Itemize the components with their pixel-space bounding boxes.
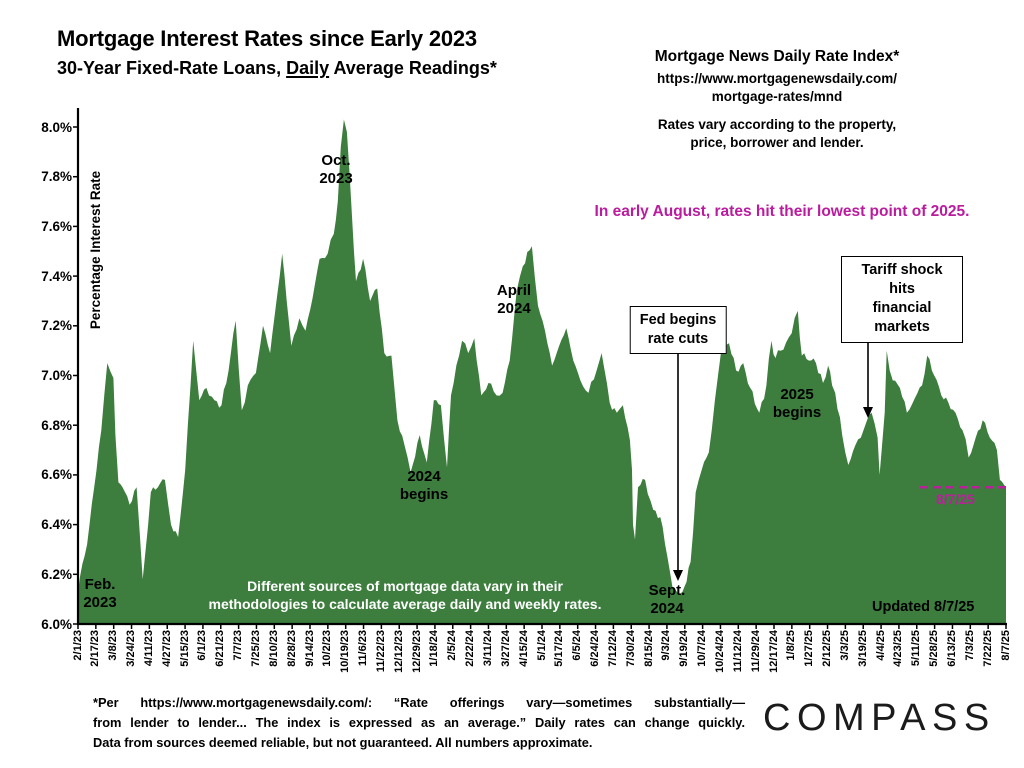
- x-tick-label: 4/11/23: [142, 630, 155, 667]
- x-tick-label: 5/15/23: [178, 630, 191, 667]
- callout-tariff-shock: Tariff shock hits financial markets: [841, 256, 963, 343]
- y-tick-label: 7.6%: [41, 218, 72, 234]
- x-tick-label: 5/28/25: [928, 630, 941, 667]
- x-tick-label: 1/18/24: [428, 630, 441, 667]
- x-tick-label: 9/3/24: [660, 630, 673, 661]
- x-tick-label: 2/5/24: [446, 630, 459, 661]
- x-tick-label: 1/8/25: [785, 630, 798, 661]
- x-tick-label: 7/30/24: [624, 630, 637, 667]
- x-tick-label: 4/23/25: [892, 630, 905, 667]
- x-tick-label: 3/11/24: [481, 630, 494, 667]
- x-tick-label: 2/12/25: [821, 630, 834, 667]
- x-tick-label: 7/3/25: [963, 630, 976, 661]
- source-url-line1: https://www.mortgagenewsdaily.com/: [656, 71, 898, 86]
- y-tick-label: 7.8%: [41, 169, 72, 185]
- footnote: *Per https://www.mortgagenewsdaily.com/:…: [93, 693, 745, 752]
- x-tick-label: 11/29/24: [749, 630, 762, 673]
- y-tick-label: 6.8%: [41, 417, 72, 433]
- footnote-line2: from lender to lender... The index is ex…: [93, 714, 745, 730]
- x-tick-label: 6/24/24: [589, 630, 602, 667]
- x-tick-label: 7/12/24: [606, 630, 619, 667]
- annotation-oct-2023: Oct. 2023: [319, 152, 353, 187]
- updated-date: Updated 8/7/25: [872, 599, 975, 615]
- x-tick-label: 3/3/25: [838, 630, 851, 661]
- subtitle-underlined-word: Daily: [286, 58, 330, 78]
- x-tick-label: 8/28/23: [285, 630, 298, 667]
- x-tick-label: 10/7/24: [696, 630, 709, 667]
- x-tick-label: 11/22/23: [374, 630, 387, 673]
- x-tick-label: 10/19/23: [339, 630, 352, 673]
- compass-logo: COMPASS: [763, 697, 996, 739]
- x-tick-label: 6/13/25: [945, 630, 958, 667]
- x-tick-label: 2/22/24: [464, 630, 477, 667]
- y-tick-label: 8.0%: [41, 119, 72, 135]
- highlight-note: In early August, rates hit their lowest …: [594, 203, 970, 220]
- x-tick-label: 6/21/23: [214, 630, 227, 667]
- x-tick-label: 7/22/25: [981, 630, 994, 667]
- x-tick-label: 4/27/23: [160, 630, 173, 667]
- x-tick-label: 2/17/23: [89, 630, 102, 667]
- x-tick-label: 3/24/23: [125, 630, 138, 667]
- source-title: Mortgage News Daily Rate Index*: [654, 48, 900, 65]
- x-tick-label: 11/6/23: [357, 630, 370, 667]
- x-tick-label: 3/27/24: [499, 630, 512, 667]
- x-tick-label: 5/17/24: [553, 630, 566, 667]
- subtitle-suffix: Average Readings*: [329, 58, 497, 78]
- x-tick-label: 6/1/23: [196, 630, 209, 661]
- y-axis-title: Percentage Interest Rate: [88, 170, 103, 330]
- x-tick-label: 1/27/25: [803, 630, 816, 667]
- annotation-2025-begins: 2025 begins: [772, 386, 822, 421]
- x-tick-label: 2/1/23: [71, 630, 84, 661]
- y-tick-label: 6.4%: [41, 517, 72, 533]
- source-note: Rates vary according to the property, pr…: [616, 116, 938, 152]
- subtitle-prefix: 30-Year Fixed-Rate Loans,: [57, 58, 287, 78]
- x-tick-label: 4/4/25: [874, 630, 887, 661]
- x-tick-label: 12/12/23: [392, 630, 405, 673]
- x-tick-label: 5/1/24: [535, 630, 548, 661]
- source-note-line2: price, borrower and lender.: [690, 135, 864, 151]
- chart-subtitle: 30-Year Fixed-Rate Loans, Daily Average …: [57, 58, 497, 79]
- x-tick-label: 9/19/24: [678, 630, 691, 667]
- latest-date-label: 8/7/25: [936, 491, 975, 507]
- y-tick-label: 7.4%: [41, 268, 72, 284]
- y-tick-label: 7.0%: [41, 368, 72, 383]
- annotation-sept-2024: Sept. 2024: [648, 582, 686, 617]
- x-tick-label: 11/12/24: [731, 630, 744, 673]
- x-tick-label: 10/24/24: [713, 630, 726, 673]
- x-tick-label: 7/25/23: [249, 630, 262, 667]
- x-tick-label: 9/14/23: [303, 630, 316, 667]
- annotation-2024-begins: 2024 begins: [399, 468, 449, 503]
- x-tick-label: 12/17/24: [767, 630, 780, 673]
- tariff-arrow-head-icon: [863, 407, 873, 418]
- y-tick-label: 6.2%: [41, 566, 72, 582]
- chart-title: Mortgage Interest Rates since Early 2023: [57, 26, 477, 51]
- source-note-line1: Rates vary according to the property,: [657, 117, 897, 133]
- x-tick-label: 3/19/25: [856, 630, 869, 667]
- fed-arrow-head-icon: [673, 570, 683, 581]
- x-tick-label: 7/7/23: [232, 630, 245, 661]
- x-tick-label: 8/10/23: [267, 630, 280, 667]
- callout-fed-rate-cuts: Fed begins rate cuts: [629, 306, 727, 355]
- annotation-feb-2023: Feb. 2023: [83, 576, 117, 611]
- y-tick-label: 6.6%: [41, 467, 72, 483]
- x-tick-label: 8/15/24: [642, 630, 655, 667]
- x-tick-label: 12/29/23: [410, 630, 423, 673]
- x-tick-label: 5/11/25: [910, 630, 923, 667]
- x-tick-label: 6/5/24: [571, 630, 584, 661]
- footnote-line1: *Per https://www.mortgagenewsdaily.com/:…: [93, 695, 745, 710]
- y-tick-label: 7.2%: [41, 318, 72, 334]
- x-tick-label: 8/7/25: [999, 630, 1012, 661]
- rate-area: [78, 119, 1006, 624]
- x-tick-label: 10/2/23: [321, 630, 334, 667]
- source-url-line2: mortgage-rates/mnd: [711, 88, 843, 104]
- x-tick-label: 3/8/23: [107, 630, 120, 661]
- footnote-line3: Data from sources deemed reliable, but n…: [93, 734, 593, 750]
- source-block: Mortgage News Daily Rate Index* https://…: [616, 48, 938, 153]
- y-tick-label: 6.0%: [41, 616, 72, 632]
- x-tick-label: 4/15/24: [517, 630, 530, 667]
- methodology-note: Different sources of mortgage data vary …: [208, 578, 602, 613]
- annotation-april-2024: April 2024: [496, 282, 532, 317]
